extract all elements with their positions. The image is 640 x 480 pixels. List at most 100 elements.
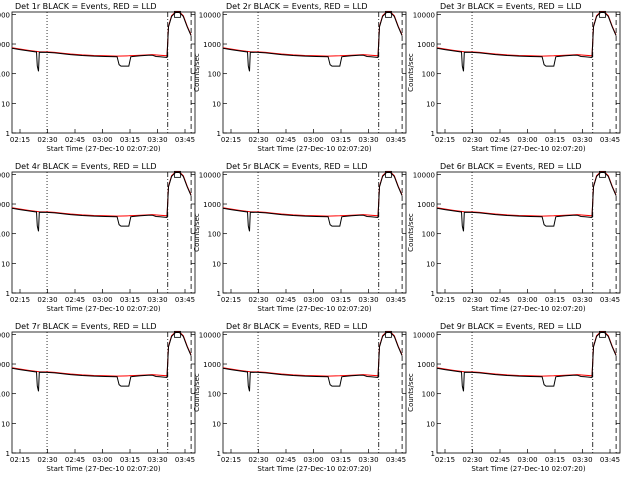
x-tick-label: 03:45 — [600, 456, 620, 464]
x-tick-label: 03:45 — [175, 456, 195, 464]
x-tick-label: 03:45 — [600, 136, 620, 144]
detector-panel-1: Det 1r BLACK = Events, RED = LLD 1 10 100 10… — [0, 2, 196, 153]
y-tick-label: 1000 — [203, 201, 221, 209]
x-tick-label: 03:15 — [545, 296, 565, 304]
series-events — [11, 12, 192, 72]
x-tick-label: 03:00 — [517, 296, 537, 304]
x-tick-label: 02:15 — [435, 456, 455, 464]
x-tick-label: 02:30 — [37, 136, 57, 144]
square-marker — [599, 330, 606, 338]
y-tick-label: 10000 — [199, 11, 221, 19]
series-lld — [436, 331, 617, 377]
x-tick-label: 02:45 — [65, 136, 85, 144]
y-tick-label: 10 — [212, 420, 221, 428]
x-tick-label: 03:30 — [572, 136, 592, 144]
series-events — [11, 332, 192, 392]
x-tick-label: 02:30 — [248, 296, 268, 304]
panel-title: Det 3r BLACK = Events, RED = LLD — [440, 2, 582, 11]
y-axis-label: Counts/sec — [407, 53, 415, 92]
series-lld — [11, 171, 192, 217]
y-axis-label: Counts/sec — [193, 213, 201, 252]
x-axis-label: Start Time (27-Dec-10 02:07:20) — [471, 465, 585, 473]
detector-panel-3: Det 3r BLACK = Events, RED = LLD 1 10 100 10… — [407, 2, 621, 153]
y-tick-label: 1000 — [417, 201, 435, 209]
x-tick-label: 03:45 — [386, 456, 406, 464]
x-axis-label: Start Time (27-Dec-10 02:07:20) — [257, 465, 371, 473]
y-tick-label: 100 — [0, 391, 10, 399]
series-lld — [222, 331, 403, 377]
x-tick-label: 03:30 — [358, 296, 378, 304]
x-tick-label: 02:15 — [10, 456, 30, 464]
y-tick-label: 10 — [426, 420, 435, 428]
y-tick-label: 10000 — [413, 331, 435, 339]
x-tick-label: 03:45 — [175, 296, 195, 304]
x-tick-label: 03:00 — [303, 296, 323, 304]
x-tick-label: 03:15 — [120, 296, 140, 304]
x-axis-label: Start Time (27-Dec-10 02:07:20) — [471, 305, 585, 313]
panel-title: Det 8r BLACK = Events, RED = LLD — [226, 322, 368, 331]
x-tick-label: 02:45 — [490, 296, 510, 304]
y-tick-label: 1 — [217, 130, 221, 138]
square-marker — [599, 10, 606, 18]
x-tick-label: 02:15 — [221, 296, 241, 304]
detector-panel-8: Det 8r BLACK = Events, RED = LLD 1 10 100 10… — [193, 322, 407, 473]
panel-title: Det 6r BLACK = Events, RED = LLD — [440, 162, 582, 171]
detector-panel-6: Det 6r BLACK = Events, RED = LLD 1 10 100 10… — [407, 162, 621, 313]
x-tick-label: 03:45 — [386, 136, 406, 144]
y-tick-label: 10 — [1, 100, 10, 108]
x-tick-label: 03:00 — [303, 136, 323, 144]
square-marker — [385, 330, 392, 338]
x-tick-label: 03:00 — [517, 456, 537, 464]
panel-title: Det 7r BLACK = Events, RED = LLD — [15, 322, 157, 331]
y-tick-label: 10000 — [199, 171, 221, 179]
detector-panel-2: Det 2r BLACK = Events, RED = LLD 1 10 100 10… — [193, 2, 407, 153]
x-tick-label: 03:00 — [92, 136, 112, 144]
x-tick-label: 03:45 — [386, 296, 406, 304]
x-tick-label: 02:45 — [276, 136, 296, 144]
y-tick-label: 1 — [431, 290, 435, 298]
y-tick-label: 1 — [217, 290, 221, 298]
y-tick-label: 10000 — [0, 171, 10, 179]
y-tick-label: 100 — [208, 71, 221, 79]
y-tick-label: 1000 — [0, 361, 10, 369]
x-tick-label: 02:15 — [221, 136, 241, 144]
x-tick-label: 02:45 — [276, 456, 296, 464]
y-tick-label: 100 — [208, 391, 221, 399]
y-tick-label: 10 — [426, 260, 435, 268]
y-tick-label: 100 — [208, 231, 221, 239]
y-tick-label: 10000 — [0, 11, 10, 19]
x-tick-label: 03:30 — [147, 456, 167, 464]
x-axis-label: Start Time (27-Dec-10 02:07:20) — [46, 305, 160, 313]
x-tick-label: 03:15 — [331, 136, 351, 144]
x-tick-label: 03:30 — [572, 456, 592, 464]
x-tick-label: 03:00 — [517, 136, 537, 144]
y-tick-label: 100 — [422, 71, 435, 79]
y-tick-label: 100 — [422, 391, 435, 399]
y-tick-label: 1 — [431, 130, 435, 138]
square-marker — [174, 10, 181, 18]
square-marker — [385, 170, 392, 178]
x-tick-label: 02:30 — [462, 136, 482, 144]
x-tick-label: 02:15 — [10, 136, 30, 144]
x-tick-label: 03:15 — [545, 136, 565, 144]
y-axis-label: Counts/sec — [407, 373, 415, 412]
y-tick-label: 1 — [6, 130, 10, 138]
plot-frame — [11, 171, 196, 294]
x-tick-label: 02:45 — [490, 456, 510, 464]
panel-title: Det 9r BLACK = Events, RED = LLD — [440, 322, 582, 331]
plot-frame — [222, 171, 407, 294]
y-tick-label: 1000 — [0, 41, 10, 49]
x-tick-label: 02:45 — [65, 456, 85, 464]
y-tick-label: 10 — [1, 260, 10, 268]
plot-frame — [11, 11, 196, 134]
detector-panel-9: Det 9r BLACK = Events, RED = LLD 1 10 100 10… — [407, 322, 621, 473]
series-lld — [222, 11, 403, 57]
x-tick-label: 02:45 — [65, 296, 85, 304]
detector-panel-5: Det 5r BLACK = Events, RED = LLD 1 10 100 10… — [193, 162, 407, 313]
series-lld — [436, 11, 617, 57]
x-tick-label: 03:00 — [92, 456, 112, 464]
panel-title: Det 1r BLACK = Events, RED = LLD — [15, 2, 157, 11]
panel-title: Det 4r BLACK = Events, RED = LLD — [15, 162, 157, 171]
